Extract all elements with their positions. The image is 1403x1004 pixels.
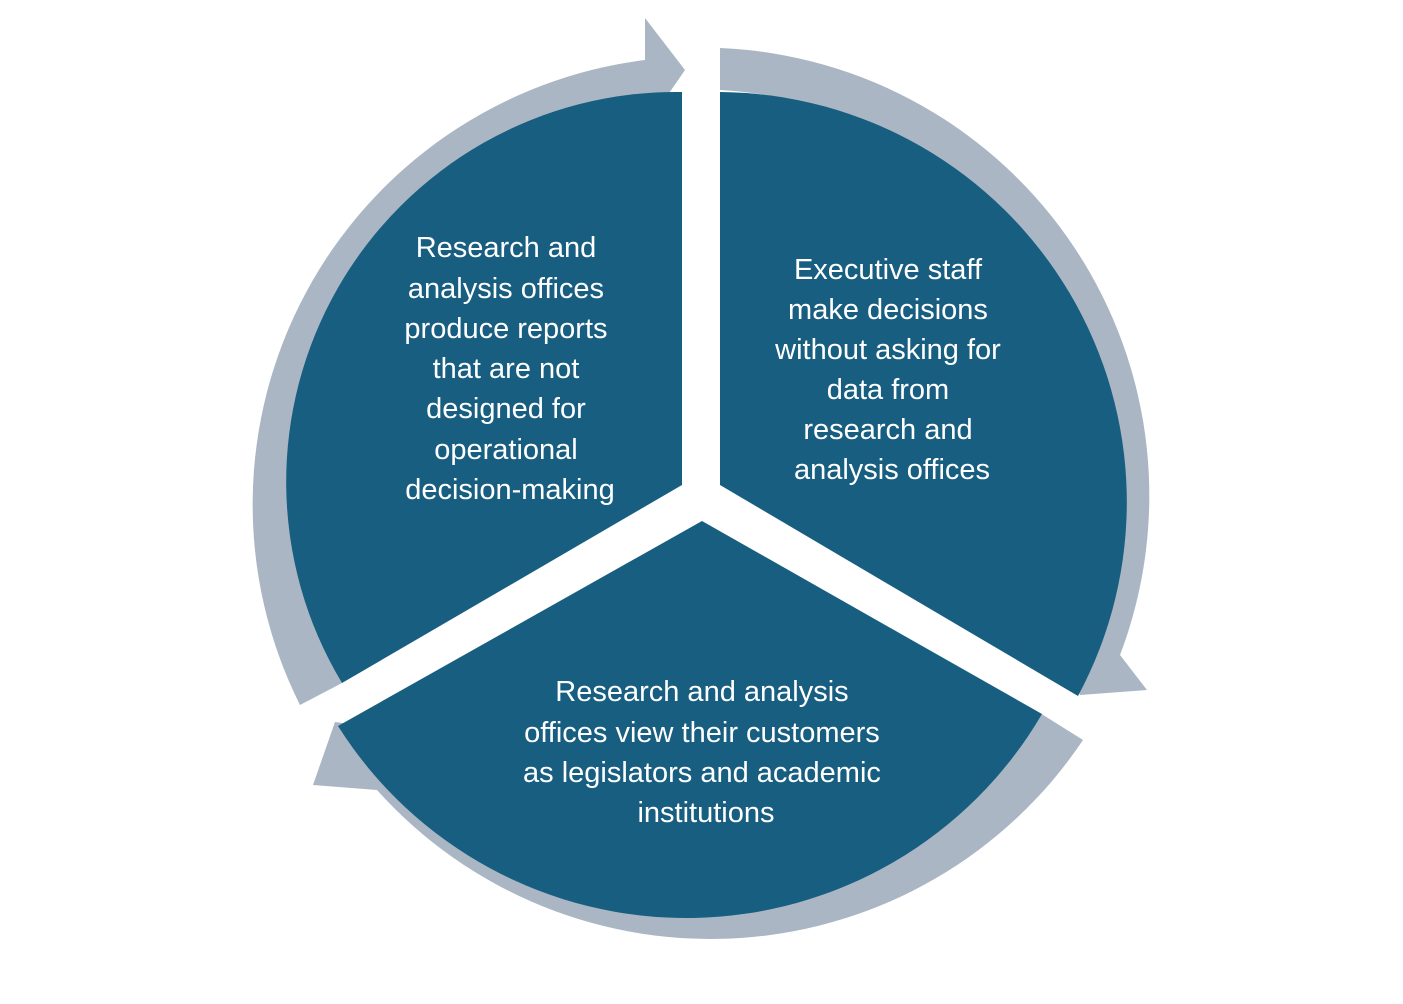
segment-2-line: research and bbox=[803, 414, 972, 446]
segment-research-reports bbox=[286, 91, 682, 683]
segment-1-text: Research and analysis offices produce re… bbox=[404, 232, 615, 506]
segment-1-line: operational bbox=[434, 434, 578, 466]
segment-2-line: Executive staff bbox=[794, 254, 983, 286]
segment-2-line: data from bbox=[827, 374, 950, 406]
segment-2-line: without asking for bbox=[774, 334, 1001, 366]
segment-2-line: analysis offices bbox=[794, 454, 990, 486]
segments bbox=[286, 91, 1127, 919]
segment-3-line: offices view their customers bbox=[524, 717, 880, 749]
segment-3-line: as legislators and academic bbox=[523, 757, 881, 789]
clockwise-arrow-icon bbox=[313, 713, 1083, 939]
segment-1-line: designed for bbox=[426, 393, 586, 425]
segment-1-line: analysis offices bbox=[408, 273, 604, 305]
segment-3-text: Research and analysis offices view their… bbox=[523, 676, 889, 829]
segment-2-text: Executive staff make decisions without a… bbox=[774, 254, 1009, 486]
segment-1-line: that are not bbox=[433, 353, 580, 385]
segment-3-line: institutions bbox=[637, 797, 774, 829]
segment-3-line: Research and analysis bbox=[555, 676, 848, 708]
clockwise-arrow-icon bbox=[720, 48, 1150, 695]
segment-executive-decisions bbox=[720, 92, 1127, 696]
segment-1-line: Research and bbox=[416, 232, 597, 264]
segment-1-line: produce reports bbox=[404, 313, 607, 345]
segment-2-line: make decisions bbox=[788, 294, 988, 326]
segment-1-line: decision-making bbox=[405, 474, 615, 506]
segment-customers bbox=[338, 521, 1042, 919]
